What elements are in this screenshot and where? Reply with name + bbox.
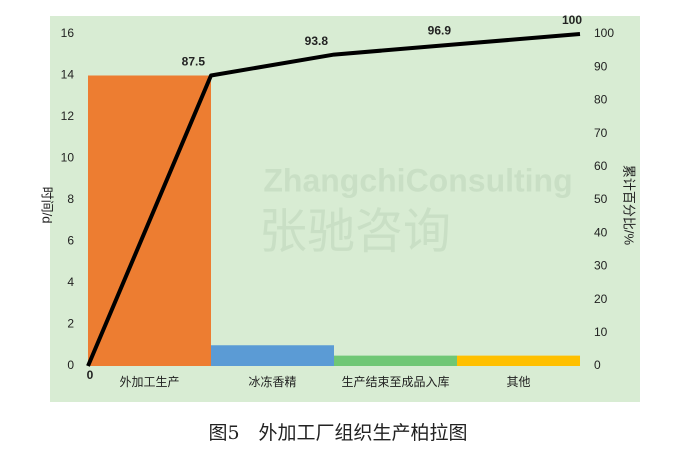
x-tick-label: 外加工生产 xyxy=(119,375,179,389)
y-tick-label: 0 xyxy=(67,358,74,372)
y-tick-label: 6 xyxy=(67,234,74,248)
data-label: 100 xyxy=(562,13,582,27)
y2-tick-label: 40 xyxy=(594,225,608,239)
y-tick-label: 10 xyxy=(61,151,75,165)
y2-tick-label: 50 xyxy=(594,192,608,206)
y-tick-label: 2 xyxy=(67,317,74,331)
x-tick-label: 生产结束至成品入库 xyxy=(341,374,449,389)
y-tick-label: 12 xyxy=(61,109,75,123)
y2-tick-label: 100 xyxy=(594,26,614,40)
y2-tick-label: 10 xyxy=(594,325,608,339)
y-tick-label: 4 xyxy=(67,275,74,289)
watermark: ZhangchiConsulting xyxy=(263,162,572,198)
y2-tick-label: 80 xyxy=(594,93,608,107)
chart-title: 图5 外加工厂组织生产柏拉图 xyxy=(208,422,467,444)
y2-tick-label: 60 xyxy=(594,159,608,173)
bar xyxy=(211,345,334,366)
y-axis-label: 时间/d xyxy=(40,187,55,224)
y2-tick-label: 70 xyxy=(594,126,608,140)
y-tick-label: 16 xyxy=(61,26,75,40)
y-tick-label: 14 xyxy=(61,68,75,82)
cumulative-line xyxy=(86,32,581,367)
x-tick-label: 冰冻香精 xyxy=(248,374,296,389)
bar xyxy=(334,355,457,366)
data-label: 87.5 xyxy=(182,55,206,69)
x-tick-label: 其他 xyxy=(506,375,530,389)
watermark: 张驰咨询 xyxy=(259,206,451,259)
bar xyxy=(457,355,580,366)
y2-tick-label: 20 xyxy=(594,292,608,306)
y2-tick-label: 0 xyxy=(594,358,601,372)
y2-tick-label: 90 xyxy=(594,59,608,73)
data-label: 96.9 xyxy=(428,23,452,37)
data-label: 93.8 xyxy=(305,34,329,48)
y2-tick-label: 30 xyxy=(594,259,608,273)
y-tick-label: 8 xyxy=(67,192,74,206)
y2-axis-label: 累计百分比/% xyxy=(622,165,637,246)
data-label: 0 xyxy=(87,368,94,382)
